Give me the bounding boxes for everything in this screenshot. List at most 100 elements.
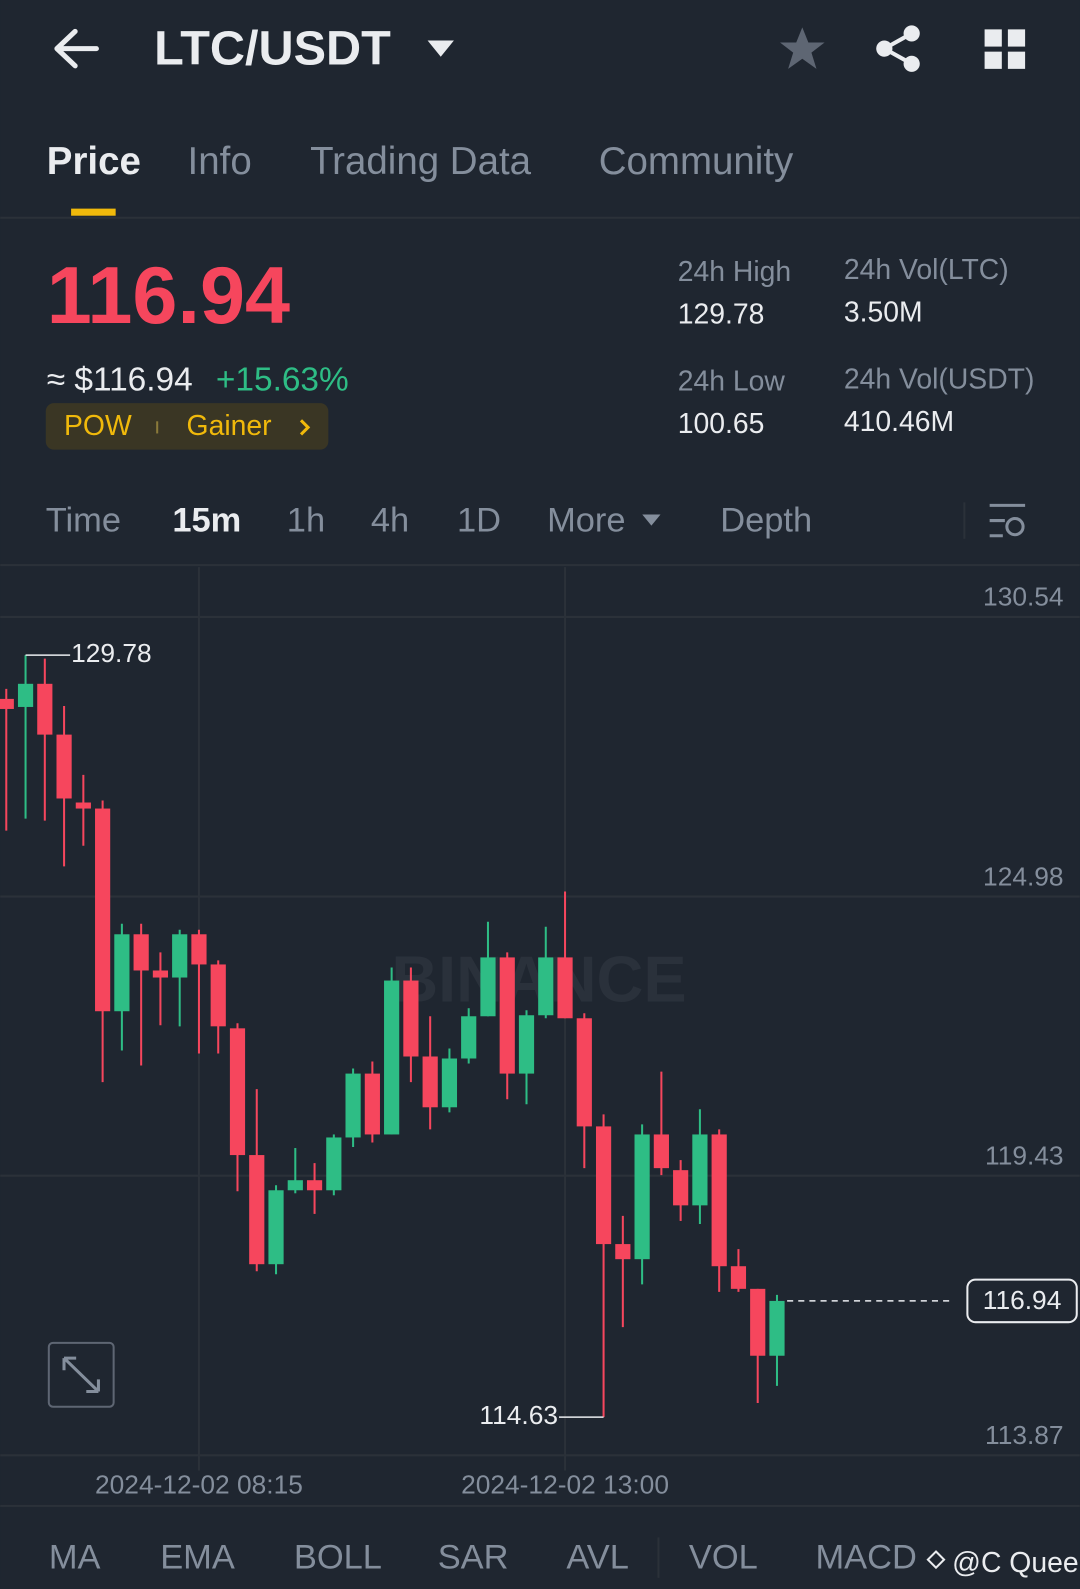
- tab[interactable]: Info: [188, 140, 252, 183]
- candle-body: [287, 1180, 303, 1191]
- back-button[interactable]: [54, 28, 99, 69]
- usd-price: ≈ $116.94: [47, 362, 193, 399]
- candle-body: [441, 1058, 458, 1108]
- x-tick-label: 2024-12-02 13:00: [461, 1470, 669, 1500]
- last-price-label: 116.94: [983, 1285, 1062, 1315]
- tag[interactable]: Gainer: [187, 410, 272, 442]
- interval[interactable]: 15m: [172, 502, 241, 540]
- x-tick-label: 2024-12-02 08:15: [95, 1470, 303, 1500]
- share-button[interactable]: [876, 25, 920, 72]
- high-label: 129.78: [71, 638, 152, 668]
- candle-body: [114, 934, 130, 1012]
- candle-body: [37, 683, 53, 735]
- indicator[interactable]: EMA: [160, 1539, 235, 1577]
- candle-body: [210, 964, 226, 1027]
- candle-body: [634, 1134, 650, 1260]
- candle-body: [268, 1190, 284, 1265]
- stat-label: 24h Low: [678, 365, 786, 397]
- candle-body: [133, 934, 149, 971]
- divider: [0, 564, 1080, 567]
- tag[interactable]: POW: [64, 410, 132, 442]
- low-label: 114.63: [479, 1400, 558, 1430]
- indicator[interactable]: VOL: [689, 1539, 758, 1577]
- tab[interactable]: Price: [47, 140, 141, 183]
- divider: [657, 1537, 660, 1578]
- interval[interactable]: More: [547, 502, 625, 540]
- candle-body: [576, 1018, 592, 1127]
- interval[interactable]: 1h: [287, 502, 325, 540]
- pair-dropdown[interactable]: [427, 40, 454, 57]
- candle-body: [480, 957, 496, 1017]
- chart-settings[interactable]: [989, 503, 1026, 538]
- more-caret: [642, 514, 661, 526]
- candle-body: [152, 970, 169, 978]
- stat-value: 129.78: [678, 298, 765, 330]
- candle-body: [191, 934, 207, 965]
- y-tick-label: 113.87: [985, 1420, 1064, 1450]
- candle-body: [364, 1073, 380, 1135]
- indicator[interactable]: MA: [49, 1539, 101, 1577]
- candle-body: [229, 1028, 246, 1156]
- candle-body: [95, 808, 111, 1012]
- candle-body: [326, 1137, 342, 1191]
- stat-label: 24h Vol(USDT): [844, 363, 1035, 395]
- fullscreen-button[interactable]: [47, 1341, 115, 1408]
- interval[interactable]: Depth: [720, 502, 812, 540]
- candle-body: [653, 1134, 669, 1169]
- tag-box[interactable]: [45, 403, 329, 450]
- pair-title[interactable]: LTC/USDT: [154, 21, 391, 75]
- candle-body: [711, 1134, 727, 1267]
- fullscreen-icon: [62, 1356, 100, 1394]
- favorite-button[interactable]: [780, 27, 825, 69]
- candle-body: [403, 980, 419, 1057]
- candle-body: [75, 802, 91, 809]
- candle-body: [345, 1073, 361, 1138]
- indicator[interactable]: MACD: [815, 1539, 916, 1577]
- candle-body: [673, 1170, 689, 1206]
- indicator[interactable]: BOLL: [294, 1539, 382, 1577]
- y-tick-label: 119.43: [985, 1140, 1064, 1170]
- candle-body: [750, 1288, 766, 1356]
- indicator[interactable]: AVL: [566, 1539, 629, 1577]
- candle-body: [518, 1015, 535, 1074]
- apps-button[interactable]: [984, 29, 1026, 69]
- divider: [0, 216, 1080, 219]
- candle-body: [615, 1244, 631, 1260]
- stat-value: 3.50M: [844, 296, 923, 328]
- candle-body: [422, 1056, 438, 1108]
- credit-icon: [926, 1550, 946, 1570]
- candle-body: [0, 698, 14, 709]
- candle-body: [384, 980, 400, 1135]
- tab[interactable]: Community: [599, 140, 794, 183]
- tab-indicator: [71, 208, 116, 216]
- y-tick-label: 130.54: [983, 582, 1064, 612]
- divider: [0, 1504, 1080, 1507]
- divider: [963, 502, 966, 539]
- price-change: +15.63%: [216, 362, 349, 399]
- interval[interactable]: Time: [46, 502, 121, 540]
- chart: BINANCE 113.87119.43124.98130.542024-12-…: [0, 567, 1080, 1500]
- candle-body: [306, 1180, 323, 1191]
- candle-body: [692, 1134, 708, 1206]
- credit: @C Queen: [952, 1547, 1080, 1579]
- stat-label: 24h High: [678, 256, 791, 288]
- indicator[interactable]: SAR: [438, 1539, 509, 1577]
- last-price-box: [966, 1278, 1078, 1324]
- tag-chevron: [299, 419, 311, 436]
- tab[interactable]: Trading Data: [310, 140, 532, 183]
- tag-separator: [156, 421, 159, 434]
- candle-body: [499, 957, 515, 1074]
- candle-body: [557, 957, 573, 1019]
- candle-body: [595, 1126, 612, 1245]
- y-tick-label: 124.98: [983, 861, 1064, 891]
- interval[interactable]: 4h: [371, 502, 409, 540]
- candle-body: [461, 1016, 477, 1059]
- interval[interactable]: 1D: [457, 502, 501, 540]
- last-price: 116.94: [47, 251, 290, 341]
- candle-body: [249, 1155, 265, 1265]
- candle-body: [538, 957, 554, 1016]
- stat-value: 100.65: [678, 408, 765, 440]
- candle-body: [17, 683, 34, 707]
